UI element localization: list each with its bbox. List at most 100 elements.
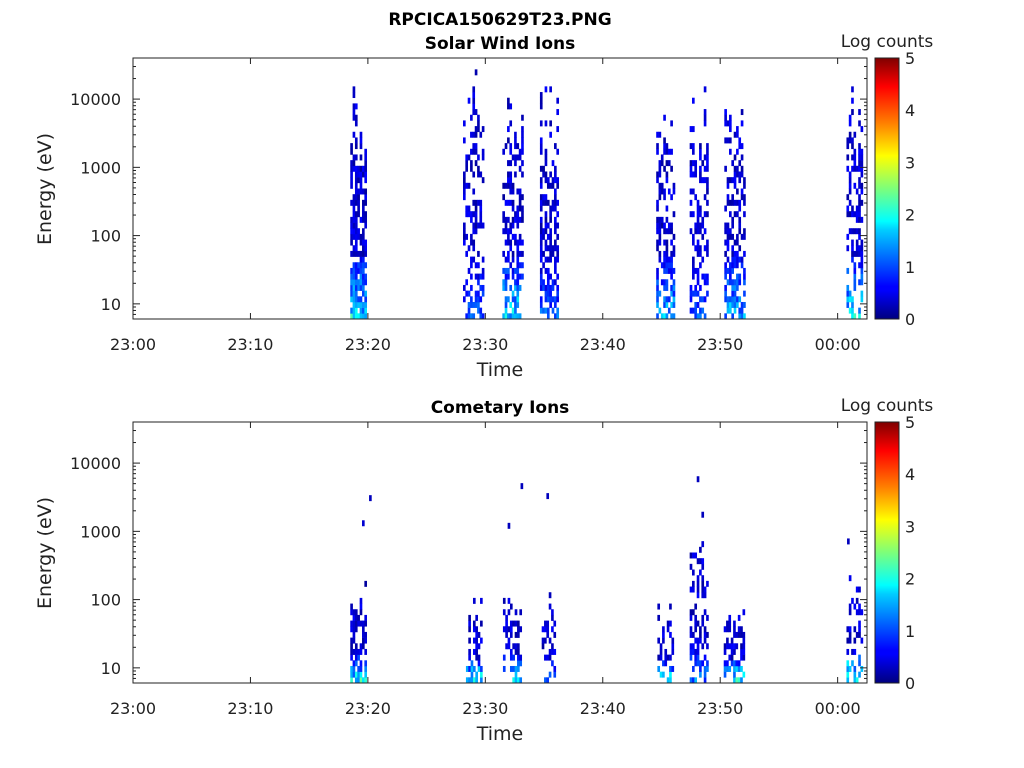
heatmap-cell xyxy=(851,660,854,667)
heatmap-cell xyxy=(742,648,746,655)
heatmap-cell xyxy=(521,250,524,257)
heatmap-cell xyxy=(742,637,746,644)
heatmap-cell xyxy=(518,284,522,291)
heatmap-cell xyxy=(354,245,358,252)
heatmap-cell xyxy=(539,137,543,144)
heatmap-cell xyxy=(663,114,666,121)
heatmap-cell xyxy=(851,296,854,303)
heatmap-cell xyxy=(465,154,469,161)
heatmap-cell xyxy=(656,177,659,184)
heatmap-cell xyxy=(357,665,360,672)
heatmap-cell xyxy=(354,199,358,206)
colorbar-gradient-solar-wind xyxy=(874,57,900,320)
heatmap-cell xyxy=(354,222,358,229)
heatmap-cell xyxy=(663,256,666,263)
heatmap-cell xyxy=(539,199,543,206)
heatmap-cell xyxy=(514,307,517,314)
heatmap-cell xyxy=(544,245,548,252)
heatmap-cell xyxy=(546,631,550,638)
heatmap-cell xyxy=(696,267,700,274)
heatmap-cell xyxy=(858,143,861,150)
heatmap-cell xyxy=(740,654,743,661)
heatmap-cell xyxy=(672,250,676,257)
heatmap-cell xyxy=(509,620,513,627)
heatmap-cell xyxy=(696,250,700,257)
heatmap-cell xyxy=(556,148,560,155)
heatmap-cell xyxy=(694,171,698,178)
heatmap-cell xyxy=(706,665,709,672)
heatmap-cell xyxy=(848,171,852,178)
heatmap-cell xyxy=(556,245,560,252)
heatmap-cell xyxy=(359,165,363,172)
heatmap-cell xyxy=(846,296,850,303)
heatmap-cell xyxy=(549,233,552,240)
heatmap-cell xyxy=(737,631,741,638)
heatmap-cell xyxy=(692,609,695,616)
heatmap-cell xyxy=(512,665,515,672)
heatmap-cell xyxy=(359,239,363,246)
heatmap-cell xyxy=(357,279,360,286)
heatmap-cell xyxy=(726,194,730,201)
heatmap-cell xyxy=(544,290,548,297)
heatmap-cell xyxy=(548,637,552,644)
heatmap-cell xyxy=(724,284,727,291)
heatmap-cell xyxy=(479,296,483,303)
heatmap-cell xyxy=(848,603,852,610)
heatmap-cell xyxy=(696,660,700,667)
heatmap-cell xyxy=(352,103,356,110)
heatmap-cell xyxy=(696,239,700,246)
heatmap-cell xyxy=(359,284,363,291)
heatmap-cell xyxy=(706,188,709,195)
heatmap-cell xyxy=(660,216,664,223)
heatmap-cell xyxy=(740,631,743,638)
heatmap-cell xyxy=(740,109,744,116)
heatmap-cell xyxy=(846,233,850,240)
heatmap-cell xyxy=(514,284,517,291)
heatmap-cell xyxy=(509,239,513,246)
heatmap-cell xyxy=(511,273,515,280)
heatmap-cell xyxy=(736,165,739,172)
heatmap-cell xyxy=(509,284,513,291)
heatmap-cell xyxy=(694,160,698,167)
heatmap-cell xyxy=(539,228,543,235)
heatmap-cell xyxy=(470,301,473,308)
heatmap-cell xyxy=(517,654,520,661)
heatmap-cell xyxy=(728,665,732,672)
heatmap-cell xyxy=(549,284,552,291)
heatmap-cell xyxy=(726,120,730,127)
heatmap-cell xyxy=(696,620,700,627)
heatmap-cell xyxy=(516,267,520,274)
heatmap-cell xyxy=(354,626,358,633)
heatmap-cell xyxy=(692,256,695,263)
x-tick-label: 23:30 xyxy=(462,335,508,354)
heatmap-cell xyxy=(669,671,672,678)
heatmap-cell xyxy=(724,165,727,172)
heatmap-cell xyxy=(726,620,729,627)
heatmap-cell xyxy=(848,120,852,127)
heatmap-cell xyxy=(546,256,550,263)
heatmap-cell xyxy=(699,143,702,150)
heatmap-cell xyxy=(350,171,353,178)
heatmap-cell xyxy=(504,296,508,303)
heatmap-cell xyxy=(853,228,857,235)
heatmap-cell xyxy=(364,216,368,223)
heatmap-cell xyxy=(706,165,709,172)
colorbar-tick-label: 4 xyxy=(905,101,915,120)
heatmap-cell xyxy=(470,239,473,246)
heatmap-cell xyxy=(364,648,368,655)
heatmap-cell xyxy=(362,290,365,297)
heatmap-cell xyxy=(703,313,707,320)
heatmap-cell xyxy=(350,637,353,644)
heatmap-cell xyxy=(669,603,672,610)
heatmap-cell xyxy=(556,273,560,280)
heatmap-cell xyxy=(518,313,522,320)
heatmap-cell xyxy=(479,131,483,138)
heatmap-cell xyxy=(742,631,746,638)
heatmap-cell xyxy=(672,245,676,252)
heatmap-cell xyxy=(733,677,736,684)
heatmap-cell xyxy=(846,660,850,667)
heatmap-cell xyxy=(521,216,524,223)
heatmap-cell xyxy=(740,194,744,201)
heatmap-cell xyxy=(477,301,480,308)
